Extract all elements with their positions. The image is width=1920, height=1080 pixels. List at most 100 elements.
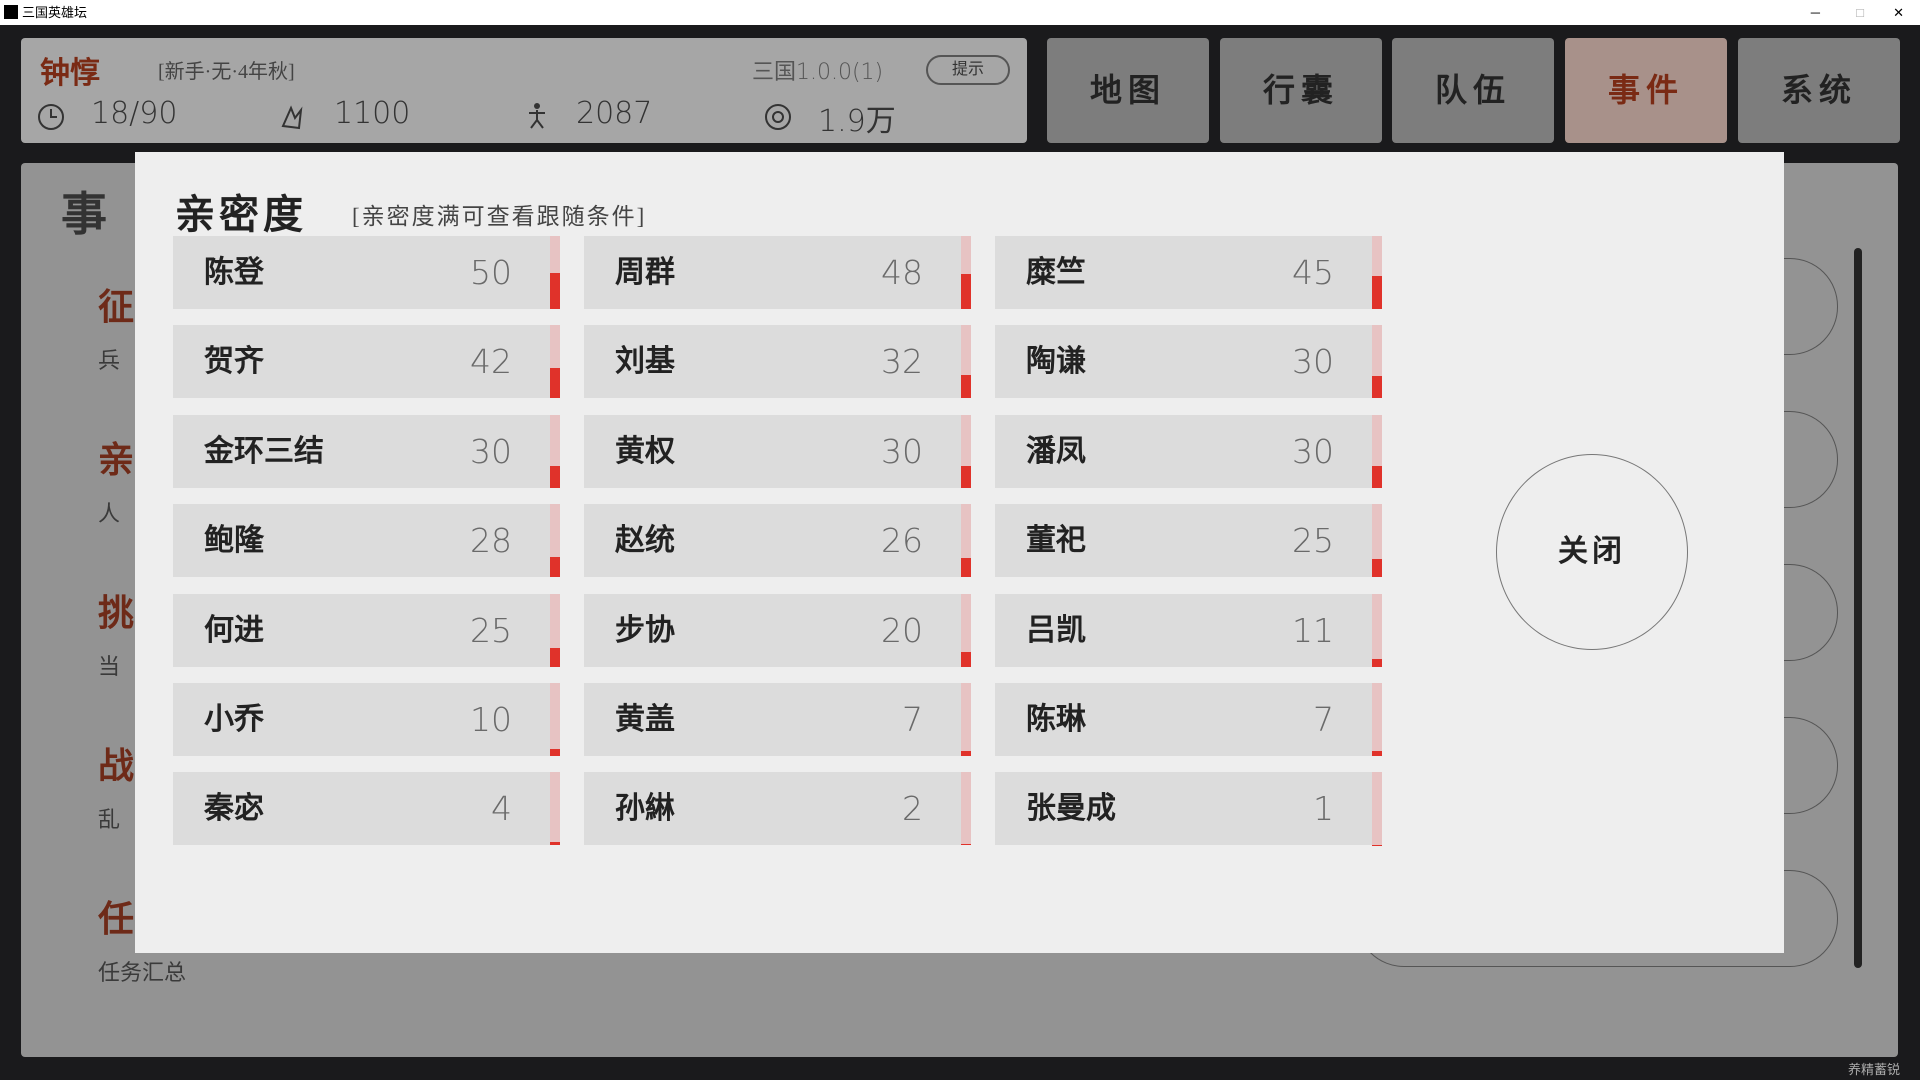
entry-name: 何进 bbox=[204, 613, 264, 647]
affinity-bar bbox=[550, 465, 560, 488]
nav-button[interactable]: 系统 bbox=[1738, 38, 1900, 143]
entry-background bbox=[173, 593, 550, 667]
panel-title: 事 bbox=[61, 189, 107, 240]
stat-stamina: 18/90 bbox=[91, 96, 178, 131]
affinity-bar bbox=[961, 651, 971, 667]
affinity-bar-track bbox=[550, 504, 560, 578]
entry-background bbox=[173, 325, 550, 399]
close-window[interactable]: ✕ bbox=[1893, 5, 1904, 20]
entry-value: 50 bbox=[470, 253, 512, 292]
affinity-entry: 金环三结 30 bbox=[173, 414, 560, 488]
affinity-entry: 刘基 32 bbox=[584, 325, 971, 399]
entry-background bbox=[173, 414, 550, 488]
player-tag: [新手·无·4年秋] bbox=[158, 61, 295, 83]
entry-background bbox=[995, 772, 1372, 846]
scrollbar[interactable] bbox=[1854, 248, 1862, 968]
section-heading: 征 bbox=[98, 287, 135, 327]
entry-value: 48 bbox=[881, 253, 923, 292]
entry-background bbox=[584, 593, 961, 667]
stat-soldiers: 2087 bbox=[576, 96, 653, 131]
affinity-bar bbox=[550, 367, 560, 399]
affinity-bar bbox=[961, 750, 971, 756]
entry-name: 金环三结 bbox=[204, 434, 324, 468]
affinity-entry: 黄盖 7 bbox=[584, 683, 971, 756]
affinity-entry: 步协 20 bbox=[584, 593, 971, 667]
entry-background bbox=[995, 414, 1372, 488]
entry-value: 28 bbox=[470, 521, 512, 561]
player-name: 钟惇 bbox=[40, 57, 100, 90]
affinity-bar bbox=[961, 843, 971, 846]
entry-background bbox=[173, 683, 550, 756]
entry-value: 4 bbox=[491, 789, 512, 829]
affinity-entry: 赵统 26 bbox=[584, 504, 971, 578]
close-button[interactable]: 关闭 bbox=[1496, 454, 1688, 650]
affinity-bar bbox=[550, 842, 560, 846]
affinity-bar-track bbox=[550, 414, 560, 488]
entry-name: 步协 bbox=[615, 613, 675, 647]
affinity-entry: 小乔 10 bbox=[173, 683, 560, 756]
nav-button[interactable]: 行囊 bbox=[1220, 38, 1382, 143]
entry-background bbox=[995, 504, 1372, 578]
maximize[interactable]: □ bbox=[1856, 5, 1864, 20]
affinity-entry: 贺齐 42 bbox=[173, 325, 560, 399]
affinity-entry: 秦宓 4 bbox=[173, 772, 560, 846]
entry-name: 鲍隆 bbox=[204, 524, 264, 558]
entry-background bbox=[173, 236, 550, 309]
entry-name: 黄盖 bbox=[615, 703, 675, 736]
affinity-bar bbox=[550, 556, 560, 578]
entry-value: 30 bbox=[1292, 342, 1334, 382]
window-title: 三国英雄坛 bbox=[22, 5, 88, 20]
section-sub: 乱 bbox=[98, 807, 121, 832]
entry-value: 11 bbox=[1292, 610, 1334, 650]
affinity-bar-track bbox=[1372, 772, 1382, 846]
affinity-bar-track bbox=[1372, 683, 1382, 756]
affinity-entry: 陈登 50 bbox=[173, 236, 560, 309]
hint-button[interactable]: 提示 bbox=[926, 55, 1010, 85]
entry-value: 1 bbox=[1313, 789, 1334, 829]
entry-name: 糜竺 bbox=[1026, 256, 1086, 289]
entry-value: 45 bbox=[1292, 253, 1334, 292]
affinity-bar-track bbox=[961, 414, 971, 488]
entry-background bbox=[584, 772, 961, 846]
affinity-entry: 陈琳 7 bbox=[995, 683, 1382, 756]
nav-button[interactable]: 队伍 bbox=[1392, 38, 1554, 143]
affinity-entry: 孙綝 2 bbox=[584, 772, 971, 846]
entry-name: 陈登 bbox=[204, 256, 264, 289]
entry-value: 7 bbox=[1313, 700, 1334, 739]
affinity-entry: 鲍隆 28 bbox=[173, 504, 560, 578]
entry-name: 孙綝 bbox=[615, 792, 675, 826]
entry-name: 赵统 bbox=[615, 524, 675, 558]
entry-name: 秦宓 bbox=[204, 792, 264, 826]
affinity-entry: 潘凤 30 bbox=[995, 414, 1382, 488]
dialog-title: 亲密度 bbox=[175, 192, 307, 237]
affinity-bar bbox=[961, 558, 971, 578]
minimize[interactable]: ─ bbox=[1810, 5, 1820, 20]
affinity-bar bbox=[1372, 276, 1382, 309]
watermark: 养精蓄锐 bbox=[1847, 1062, 1900, 1077]
affinity-bar bbox=[961, 465, 971, 488]
affinity-entry: 董祀 25 bbox=[995, 504, 1382, 578]
affinity-bar bbox=[1372, 465, 1382, 488]
entry-background bbox=[995, 593, 1372, 667]
affinity-bar bbox=[1372, 844, 1382, 846]
affinity-bar bbox=[1372, 376, 1382, 399]
app-icon bbox=[4, 5, 18, 19]
affinity-bar bbox=[961, 273, 971, 309]
entry-value: 25 bbox=[1292, 521, 1334, 561]
nav-button-active[interactable]: 事件 bbox=[1565, 38, 1727, 143]
affinity-bar bbox=[550, 272, 560, 309]
affinity-bar bbox=[961, 375, 971, 399]
affinity-bar-track bbox=[1372, 236, 1382, 309]
affinity-bar bbox=[1372, 658, 1382, 667]
entry-value: 32 bbox=[881, 342, 923, 382]
section-heading: 挑 bbox=[98, 593, 135, 633]
entry-name: 黄权 bbox=[615, 434, 675, 468]
entry-background bbox=[584, 414, 961, 488]
section-sub: 任务汇总 bbox=[98, 960, 187, 985]
affinity-bar-track bbox=[550, 325, 560, 399]
section-sub: 兵 bbox=[98, 348, 121, 373]
section-heading: 任 bbox=[98, 899, 135, 939]
affinity-dialog: 亲密度 [亲密度满可查看跟随条件] 陈登 50 周群 48 糜竺 45 贺齐 42 刘基 32 陶谦… bbox=[135, 152, 1784, 953]
nav-button[interactable]: 地图 bbox=[1047, 38, 1209, 143]
